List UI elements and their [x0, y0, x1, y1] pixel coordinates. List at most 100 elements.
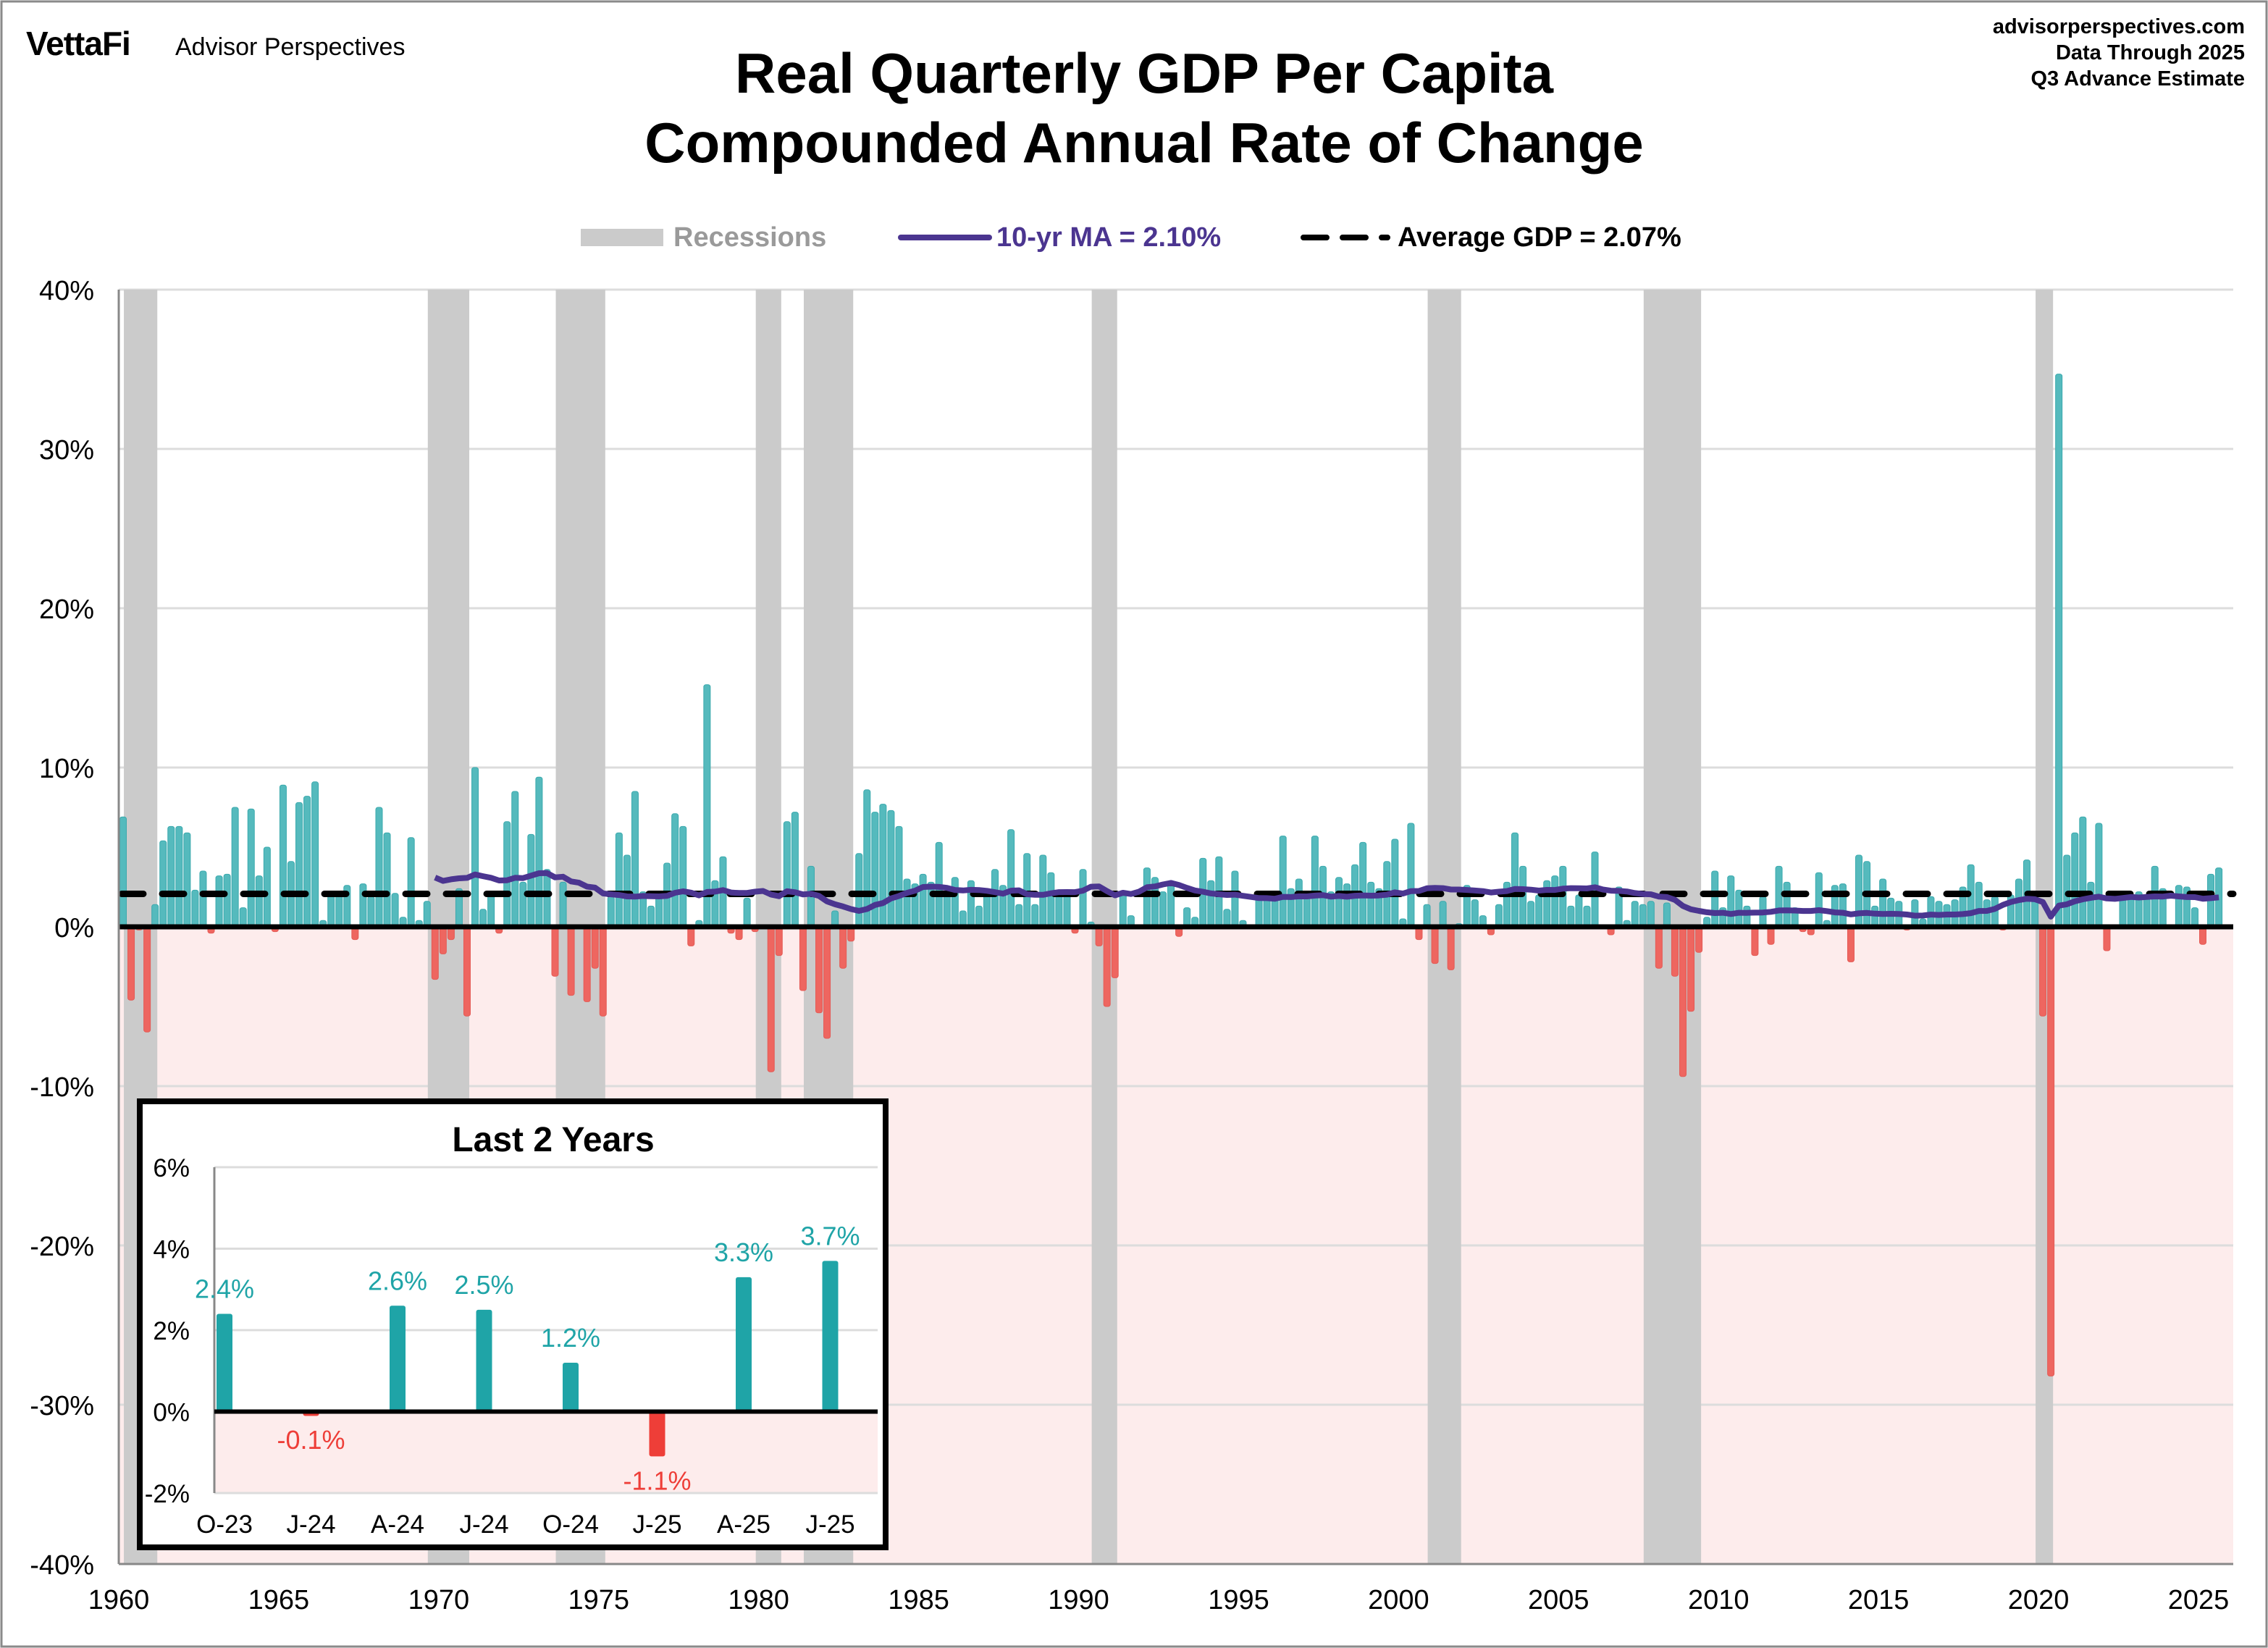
inset-y-tick-label: 4% [153, 1236, 190, 1264]
bar-positive [1879, 878, 1887, 928]
x-tick-label: 2010 [1688, 1585, 1750, 1615]
bar-negative [1671, 926, 1679, 977]
bar-positive [175, 825, 183, 928]
source-line-2: Data Through 2025 [2056, 41, 2245, 64]
y-tick-label: 20% [39, 594, 94, 625]
inset-y-tick-label: 2% [153, 1317, 190, 1345]
inset-data-label: 1.2% [541, 1323, 600, 1353]
bar-positive [1167, 880, 1175, 928]
y-tick-label: 40% [39, 276, 94, 306]
brand-name: Advisor Perspectives [175, 33, 405, 61]
bar-positive [1047, 872, 1055, 928]
bar-positive [1207, 880, 1215, 928]
bar-positive [1079, 869, 1087, 928]
inset-y-tick-label: 6% [153, 1154, 190, 1182]
bar-positive [1783, 881, 1791, 928]
moving-average-line [434, 870, 2219, 920]
bar-positive [607, 896, 615, 928]
bar-positive [711, 880, 719, 928]
bar-positive [383, 832, 391, 928]
bar-positive [519, 881, 527, 928]
bar-positive [279, 784, 287, 928]
bar-positive [471, 767, 479, 928]
bar-negative [1655, 926, 1663, 969]
legend-average-label: Average GDP = 2.07% [1398, 222, 1681, 253]
inset-x-tick-label: A-24 [371, 1510, 424, 1539]
bar-positive [303, 796, 311, 928]
bar-positive [1159, 891, 1167, 928]
inset-data-label: 2.5% [454, 1270, 513, 1300]
bar-positive [631, 791, 639, 928]
inset-data-label: 2.6% [368, 1266, 427, 1295]
inset-bar-positive [390, 1306, 406, 1412]
bar-positive [1423, 904, 1431, 928]
bar-positive [2143, 897, 2151, 928]
bar-negative [2047, 926, 2055, 1376]
bar-negative [599, 926, 607, 1017]
y-tick-label: -30% [30, 1391, 94, 1421]
bar-positive [2079, 816, 2087, 928]
bar-positive [223, 873, 231, 928]
x-tick-label: 1965 [248, 1585, 310, 1615]
inset-data-label: 3.3% [714, 1237, 773, 1267]
bar-negative [687, 926, 695, 946]
y-tick-label: 10% [39, 754, 94, 784]
bar-positive [1031, 904, 1039, 928]
bar-positive [991, 869, 999, 928]
bar-positive [2071, 832, 2079, 928]
bar-negative [2103, 926, 2111, 951]
bar-negative [1095, 926, 1103, 946]
inset-data-label: -0.1% [277, 1425, 345, 1455]
x-tick-label: 1975 [568, 1585, 629, 1615]
bar-positive [503, 821, 511, 928]
bar-positive [1439, 901, 1447, 928]
inset-last-2-years: Last 2 Years 6% 4% 2% 0% -2% 2.4% O-23 -0.1% J-24… [137, 1098, 889, 1550]
bar-negative [1103, 926, 1111, 1007]
bar-positive [871, 812, 879, 928]
bar-positive [1231, 870, 1239, 928]
bar-positive [1495, 904, 1503, 928]
x-tick-label: 2000 [1368, 1585, 1429, 1615]
bar-positive [535, 776, 543, 928]
bar-positive [919, 873, 927, 928]
bar-positive [159, 840, 167, 928]
bar-positive [543, 869, 551, 928]
bar-negative [1695, 926, 1703, 953]
bar-positive [943, 894, 951, 928]
x-tick-label: 1985 [888, 1585, 949, 1615]
source-line-3: Q3 Advance Estimate [2031, 67, 2246, 91]
bar-positive [247, 808, 255, 928]
bar-positive [2191, 907, 2198, 928]
bar-negative [1679, 926, 1687, 1077]
bar-positive [231, 807, 239, 928]
inset-y-tick-label: 0% [153, 1399, 190, 1427]
bar-positive [1511, 832, 1519, 928]
bar-positive [615, 832, 623, 928]
bar-positive [119, 816, 127, 928]
bar-positive [1711, 870, 1719, 928]
source-line-1: advisorperspectives.com [1993, 15, 2245, 38]
bar-positive [975, 905, 983, 928]
x-tick-label: 2025 [2168, 1585, 2230, 1615]
legend-recession-swatch [581, 229, 663, 246]
bar-positive [1727, 875, 1735, 928]
bar-positive [1471, 899, 1479, 928]
bar-negative [1687, 926, 1695, 1012]
bar-negative [1751, 926, 1759, 957]
bar-positive [671, 813, 679, 928]
bar-positive [391, 893, 399, 928]
bar-negative [143, 926, 151, 1033]
bar-negative [463, 926, 471, 1017]
bar-positive [1039, 854, 1047, 928]
bar-positive [359, 883, 367, 928]
bar-negative [2039, 926, 2047, 1017]
legend-recessions-label: Recessions [673, 222, 826, 253]
logo: VettaFi [26, 25, 131, 62]
bar-negative [839, 926, 847, 969]
bar-negative [823, 926, 831, 1039]
bar-positive [903, 878, 911, 928]
bar-positive [1647, 901, 1655, 928]
bar-positive [2055, 374, 2063, 928]
bar-positive [1975, 881, 1983, 928]
bar-positive [1391, 838, 1399, 928]
